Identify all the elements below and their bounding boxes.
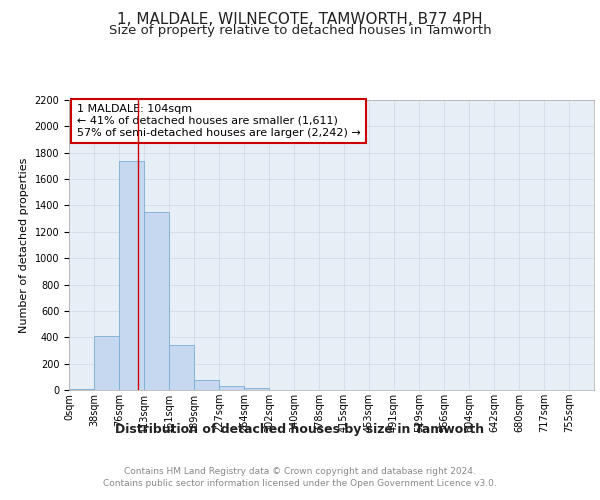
Text: Contains public sector information licensed under the Open Government Licence v3: Contains public sector information licen… — [103, 479, 497, 488]
Bar — [194, 380, 219, 390]
Text: 1, MALDALE, WILNECOTE, TAMWORTH, B77 4PH: 1, MALDALE, WILNECOTE, TAMWORTH, B77 4PH — [117, 12, 483, 28]
Bar — [169, 345, 194, 390]
Bar — [69, 388, 94, 390]
Y-axis label: Number of detached properties: Number of detached properties — [19, 158, 29, 332]
Text: Distribution of detached houses by size in Tamworth: Distribution of detached houses by size … — [115, 422, 485, 436]
Text: Contains HM Land Registry data © Crown copyright and database right 2024.: Contains HM Land Registry data © Crown c… — [124, 468, 476, 476]
Bar — [94, 336, 119, 390]
Bar — [144, 212, 169, 390]
Text: 1 MALDALE: 104sqm
← 41% of detached houses are smaller (1,611)
57% of semi-detac: 1 MALDALE: 104sqm ← 41% of detached hous… — [77, 104, 361, 138]
Text: Size of property relative to detached houses in Tamworth: Size of property relative to detached ho… — [109, 24, 491, 37]
Bar — [244, 388, 269, 390]
Bar — [219, 386, 244, 390]
Bar — [119, 160, 144, 390]
